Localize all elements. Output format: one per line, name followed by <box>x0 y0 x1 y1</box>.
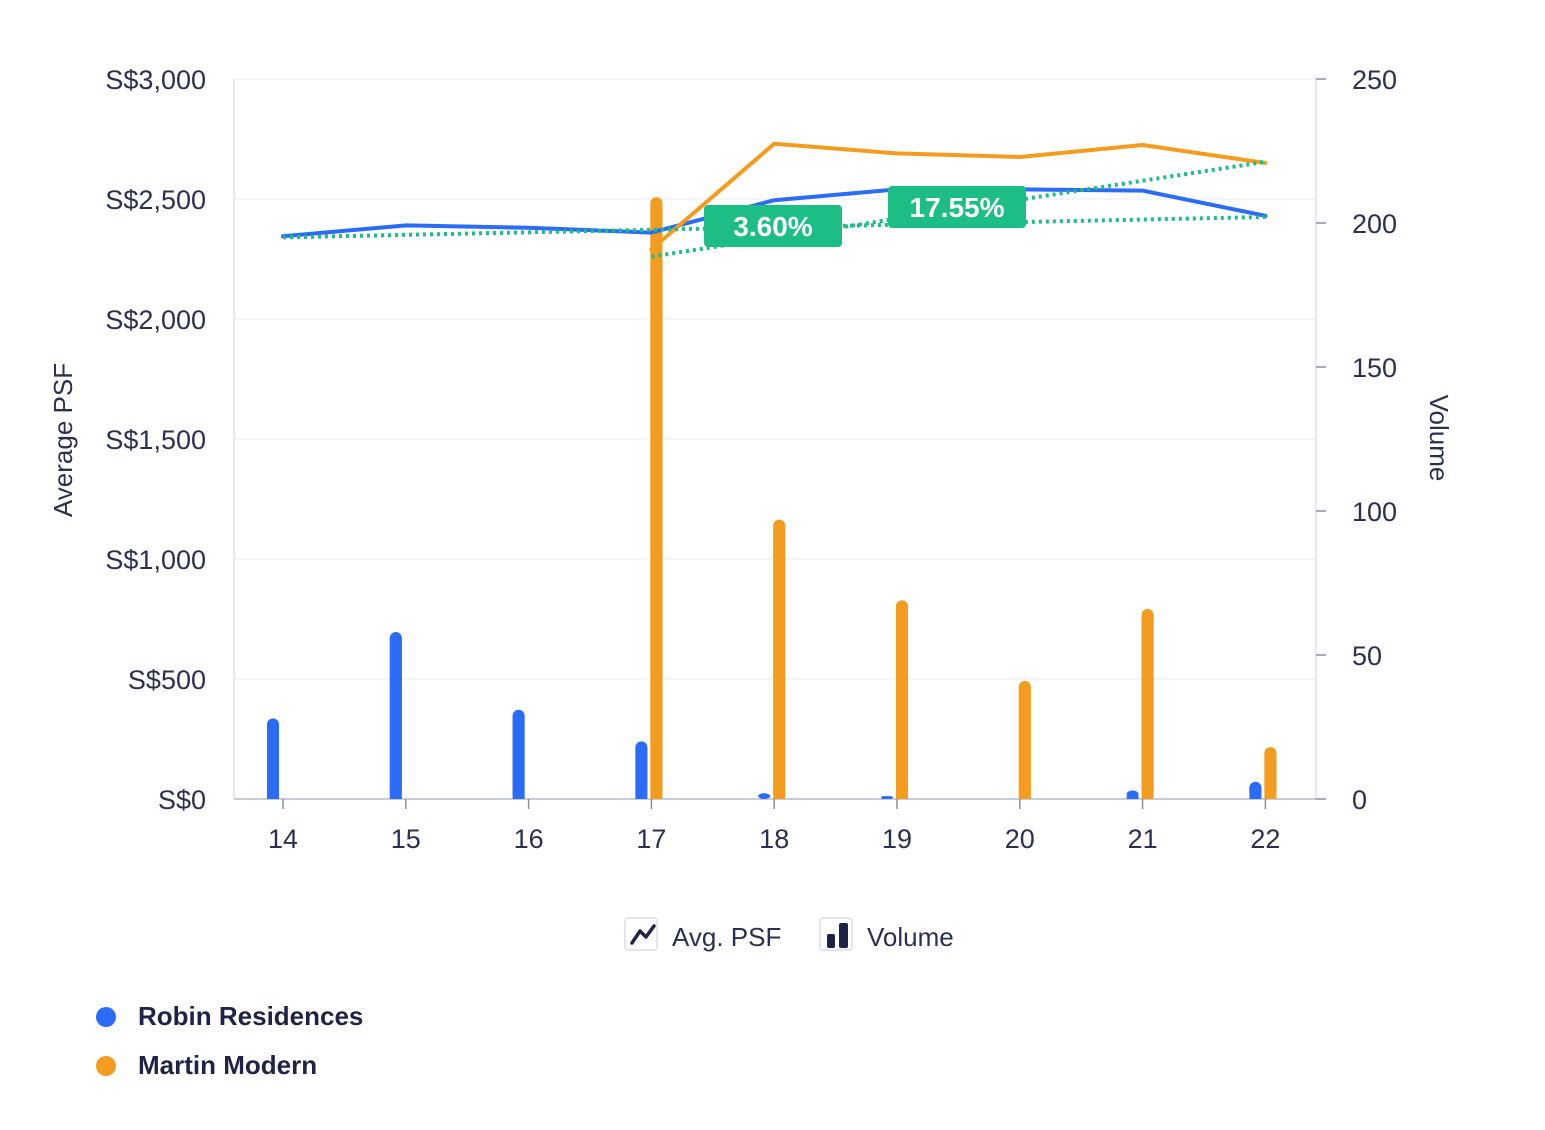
y2-tick-label: 150 <box>1352 353 1397 383</box>
series-legend-item-robin-residences[interactable]: Robin Residences <box>96 992 363 1041</box>
volume-bar-base-robin-residences-16 <box>512 715 525 799</box>
y-tick-label: S$0 <box>158 785 206 815</box>
series-color-dot <box>96 1006 116 1027</box>
change-badge-robin-residences: 3.60% <box>704 205 842 247</box>
change-badges: 3.60% 17.55% <box>704 186 1026 247</box>
y2-tick-label: 0 <box>1352 785 1367 815</box>
psf-lines <box>281 141 1268 252</box>
change-badge-martin-modern: 17.55% <box>888 186 1026 228</box>
x-tick-label: 19 <box>882 824 912 854</box>
y-tick-label: S$1,500 <box>105 425 206 455</box>
line-chart-icon <box>630 924 656 945</box>
volume-bar-base-martin-modern-20 <box>1018 686 1031 799</box>
x-tick-label: 20 <box>1005 824 1035 854</box>
y-tick-label: S$3,000 <box>105 65 206 95</box>
x-tick-label: 17 <box>636 824 666 854</box>
series-label: Martin Modern <box>138 1050 318 1080</box>
volume-bar-robin-residences-18[interactable] <box>758 793 771 799</box>
y-tick-label: S$500 <box>128 665 206 695</box>
legend-item-volume[interactable]: Volume <box>819 917 954 952</box>
volume-bar-robin-residences-19[interactable] <box>881 796 893 799</box>
y2-tick-label: 200 <box>1352 209 1397 239</box>
legend-item-avg-psf[interactable]: Avg. PSF <box>624 917 781 952</box>
y2-tick-label: 100 <box>1352 497 1397 527</box>
y-tick-label: S$2,000 <box>105 305 206 335</box>
x-tick-label: 16 <box>514 824 544 854</box>
y2-tick-label: 50 <box>1352 641 1382 671</box>
psf-line-martin-modern[interactable] <box>649 141 1268 252</box>
series-color-dot <box>96 1055 116 1076</box>
badge-background <box>888 186 1026 228</box>
volume-bar-base-martin-modern-19 <box>896 606 908 799</box>
volume-bar-base-martin-modern-21 <box>1141 614 1154 799</box>
x-tick-label: 22 <box>1250 824 1280 854</box>
badge-label: 17.55% <box>910 192 1005 223</box>
series-legend-item-martin-modern[interactable]: Martin Modern <box>96 1041 363 1090</box>
series-legend: Robin Residences Martin Modern <box>96 992 363 1090</box>
y-tick-label: S$2,500 <box>105 185 206 215</box>
badge-background <box>704 205 842 247</box>
legend-label-volume: Volume <box>867 922 954 952</box>
tick-labels: 14 15 16 17 18 19 20 21 22 S$0 S$500 S$1,000 S$1,500… <box>105 65 1397 854</box>
x-tick-label: 21 <box>1128 824 1158 854</box>
y-axis-title: Average PSF <box>48 363 78 517</box>
volume-bar-base-martin-modern-22 <box>1264 753 1277 799</box>
series-label: Robin Residences <box>138 1001 364 1031</box>
volume-bar-base-robin-residences-14 <box>267 724 279 799</box>
volume-bar-base-robin-residences-22 <box>1249 787 1262 799</box>
volume-bar-base-robin-residences-17 <box>635 747 648 799</box>
volume-bar-base-robin-residences-15 <box>389 637 402 799</box>
volume-bars <box>267 197 1277 799</box>
chart-legend: Avg. PSF Volume <box>624 917 954 952</box>
bar-chart-icon <box>827 923 848 948</box>
y2-axis-title: Volume <box>1424 395 1454 482</box>
volume-bar-base-martin-modern-18 <box>773 525 786 799</box>
y2-tick-label: 250 <box>1352 65 1397 95</box>
volume-bar-base-martin-modern-17 <box>650 203 663 799</box>
volume-bar-base-robin-residences-21 <box>1126 796 1139 799</box>
x-tick-label: 15 <box>391 824 421 854</box>
x-tick-label: 14 <box>268 824 298 854</box>
badge-label: 3.60% <box>733 211 812 242</box>
legend-label-avg-psf: Avg. PSF <box>672 922 781 952</box>
y-tick-label: S$1,000 <box>105 545 206 575</box>
x-tick-label: 18 <box>759 824 789 854</box>
psf-line-robin-residences[interactable] <box>281 187 1268 239</box>
